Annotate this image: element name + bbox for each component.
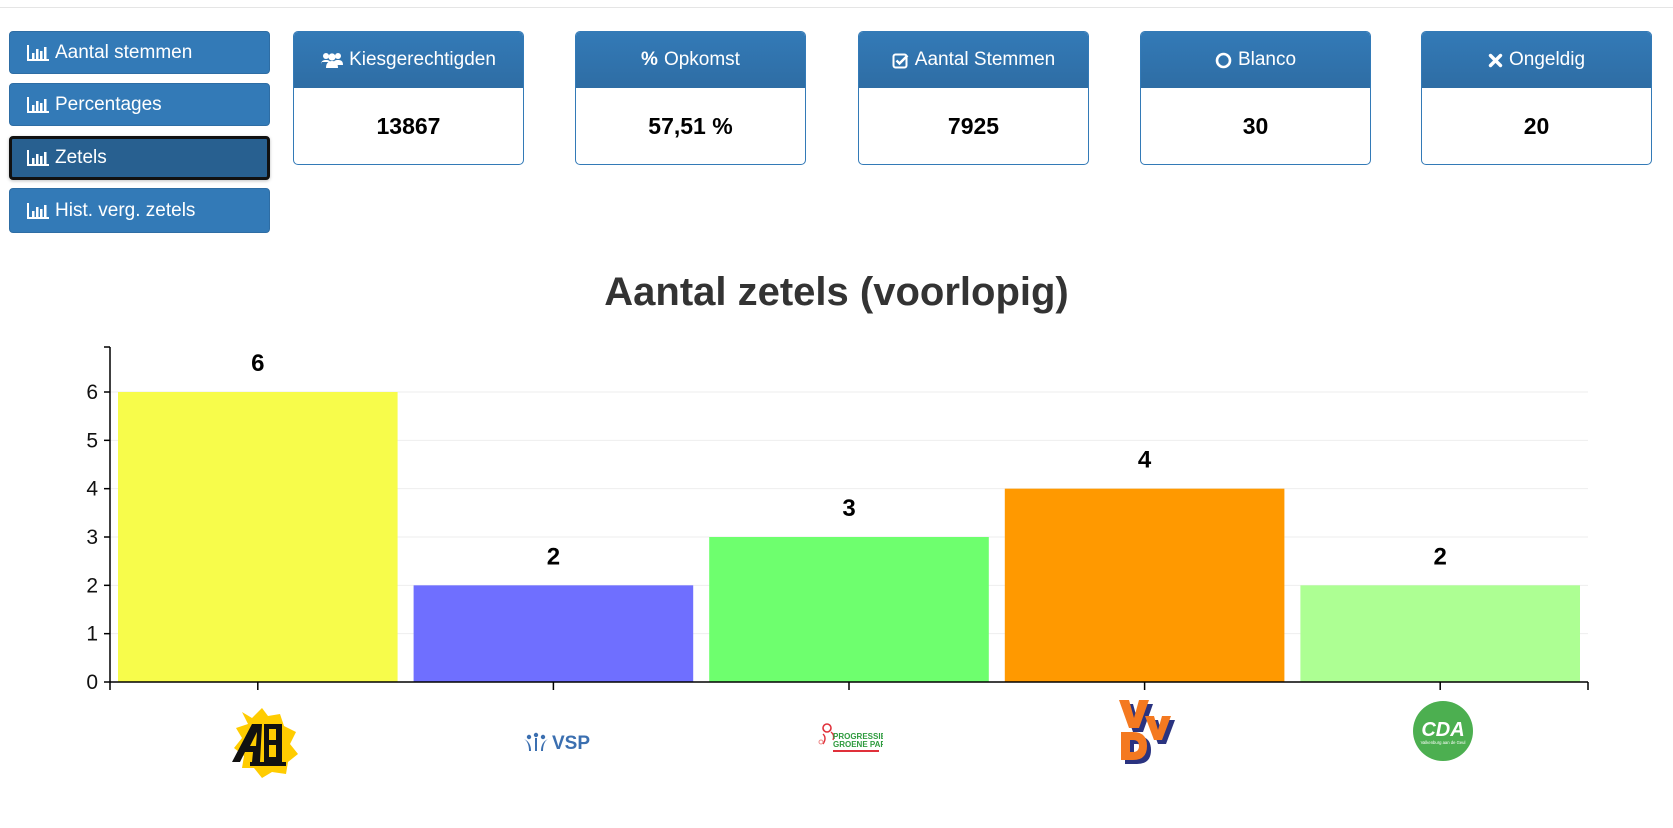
card-value: 57,51 %: [648, 113, 733, 139]
nav-percentages-button[interactable]: Percentages: [9, 83, 270, 126]
bar-vsp[interactable]: [413, 585, 694, 682]
card-header: Kiesgerechtigden: [294, 32, 523, 88]
logo-cda: CDA Valkenburg aan de Geul: [1412, 700, 1474, 767]
card-label: Opkomst: [663, 49, 740, 70]
nav-label: Hist. verg. zetels: [55, 199, 196, 221]
stat-card-ongeldig: Ongeldig 20: [1421, 31, 1652, 165]
y-tick-label: 6: [86, 381, 98, 404]
card-header: Aantal Stemmen: [859, 32, 1088, 88]
card-label: Aantal Stemmen: [914, 49, 1056, 70]
stat-card-opkomst: % Opkomst 57,51 %: [575, 31, 806, 165]
y-tick-label: 5: [86, 429, 98, 452]
svg-text:Valkenburg aan de Geul: Valkenburg aan de Geul: [1421, 740, 1466, 745]
nav-label: Percentages: [55, 93, 162, 115]
bar-ab[interactable]: [118, 392, 398, 682]
svg-text:CDA: CDA: [1421, 719, 1464, 741]
y-tick-label: 4: [86, 478, 98, 501]
bar-value-label: 2: [547, 543, 560, 570]
card-header: % Opkomst: [576, 32, 805, 88]
card-value: 30: [1242, 113, 1269, 139]
data-labels: 6 2 3 4 2: [251, 350, 1447, 570]
svg-text:PROGRESSIEVE: PROGRESSIEVE: [833, 732, 883, 741]
svg-text:VSP: VSP: [552, 733, 590, 754]
card-label: Ongeldig: [1508, 49, 1586, 70]
users-icon: [321, 51, 344, 69]
bar-chart-icon: [27, 202, 49, 219]
nav-zetels-button[interactable]: Zetels: [9, 136, 270, 180]
bar-vvd[interactable]: [1004, 488, 1285, 682]
logo-vsp: VSP: [523, 730, 593, 759]
chart-title: Aantal zetels (voorlopig): [604, 270, 1069, 314]
card-value: 7925: [947, 113, 1000, 139]
card-value: 13867: [376, 113, 441, 139]
bar-chart-icon: [27, 150, 49, 166]
card-header: Blanco: [1141, 32, 1370, 88]
y-tick-label: 1: [86, 623, 98, 646]
top-divider: [0, 7, 1673, 8]
stat-card-aantal-stemmen: Aantal Stemmen 7925: [858, 31, 1089, 165]
y-tick-label: 2: [86, 574, 98, 597]
bar-value-label: 3: [842, 495, 855, 522]
nav-label: Aantal stemmen: [55, 41, 193, 63]
nav-hist-verg-zetels-button[interactable]: Hist. verg. zetels: [9, 188, 270, 233]
bar-cda[interactable]: [1300, 585, 1580, 682]
stat-card-kiesgerechtigden: Kiesgerechtigden 13867: [293, 31, 524, 165]
bar-chart-icon: [27, 44, 49, 61]
card-label: Kiesgerechtigden: [349, 49, 496, 70]
bar-value-label: 6: [251, 350, 264, 377]
nav-label: Zetels: [55, 147, 107, 168]
logo-vvd: [1117, 698, 1181, 769]
card-label: Blanco: [1237, 49, 1297, 70]
y-tick-label: 0: [86, 671, 98, 694]
axes: 0 1 2 3 4 5 6: [86, 346, 1589, 694]
logo-ab: [224, 706, 298, 783]
nav-aantal-stemmen-button[interactable]: Aantal stemmen: [9, 31, 270, 74]
logo-progressieve-groene-partij: PROGRESSIEVE GROENE PARTIJ: [817, 722, 898, 763]
stat-card-blanco: Blanco 30: [1140, 31, 1371, 165]
y-tick-label: 3: [86, 526, 98, 549]
times-icon: [1488, 53, 1503, 68]
card-header: Ongeldig: [1422, 32, 1651, 88]
percent-icon: %: [641, 49, 658, 70]
check-square-icon: [892, 52, 909, 69]
card-value: 20: [1523, 113, 1550, 139]
bar-value-label: 2: [1434, 543, 1447, 570]
bars: [118, 392, 1580, 682]
svg-text:GROENE PARTIJ: GROENE PARTIJ: [833, 740, 883, 749]
bar-progressieve-groene-partij[interactable]: [709, 537, 989, 682]
bar-value-label: 4: [1138, 447, 1152, 474]
circle-icon: [1215, 52, 1232, 69]
bar-chart-icon: [27, 96, 49, 113]
